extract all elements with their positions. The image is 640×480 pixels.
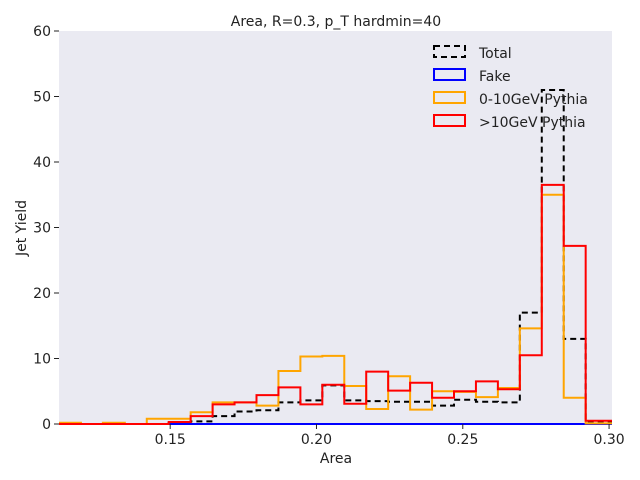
x-tick-label: 0.25	[447, 432, 478, 448]
y-tick-label: 10	[33, 352, 51, 368]
y-tick-label: 0	[42, 417, 51, 433]
chart-title: Area, R=0.3, p_T hardmin=40	[231, 14, 441, 30]
y-tick-label: 50	[33, 90, 51, 106]
x-tick-label: 0.15	[155, 432, 186, 448]
y-axis-label: Jet Yield	[14, 200, 30, 257]
legend-label-0-10gev-pythia: 0-10GeV Pythia	[479, 92, 588, 108]
series-layer	[59, 88, 612, 425]
axis-layer: 0.15 0.20 0.25 0.30 0 10 20 30 40 50 60	[33, 24, 624, 448]
legend-label-fake: Fake	[479, 69, 511, 85]
legend: Total Fake 0-10GeV Pythia >10GeV Pythia	[433, 45, 588, 131]
y-tick-label: 40	[33, 155, 51, 171]
series-line-10gev-pythia	[59, 183, 612, 425]
legend-swatch-0-10gev-pythia	[433, 91, 466, 104]
y-tick-label: 30	[33, 221, 51, 237]
x-tick-label: 0.30	[593, 432, 624, 448]
legend-label-10gev-pythia: >10GeV Pythia	[479, 115, 586, 131]
plot-background	[59, 31, 612, 424]
x-tick-label: 0.20	[301, 432, 332, 448]
y-tick-label: 60	[33, 24, 51, 40]
legend-label-total: Total	[478, 46, 512, 62]
x-axis-label: Area	[320, 451, 352, 467]
legend-swatch-fake	[433, 68, 466, 81]
y-tick-label: 20	[33, 286, 51, 302]
legend-swatch-total	[433, 45, 466, 58]
legend-swatch-10gev-pythia	[433, 114, 466, 127]
